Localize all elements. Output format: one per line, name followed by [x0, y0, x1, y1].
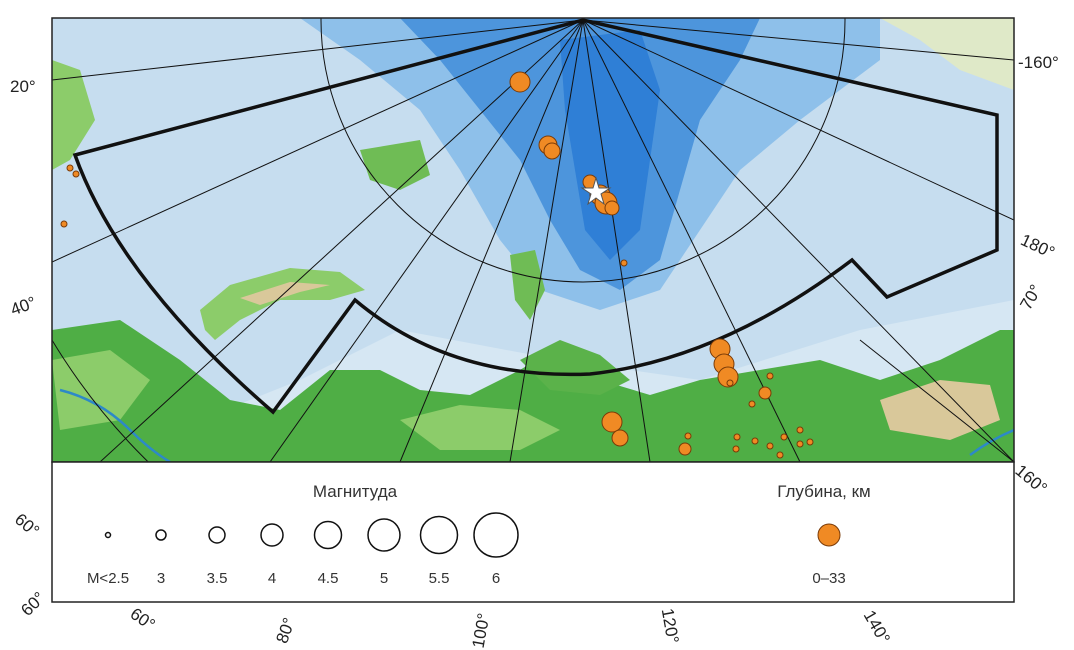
- lat-label-40: 40°: [8, 293, 39, 320]
- deepest-trough: [560, 30, 660, 260]
- epicenter-marker: [509, 71, 531, 93]
- epicenter-marker: [780, 433, 788, 441]
- white-star-icon: [580, 176, 612, 206]
- river-2: [969, 428, 1014, 457]
- lon-label-60-left: 60°: [11, 510, 43, 541]
- epicenter-marker: [766, 442, 774, 450]
- mainland-siberia: [52, 320, 1014, 462]
- lon-label-60-bottom: 60°: [127, 604, 159, 634]
- epicenter-marker: [620, 259, 628, 267]
- epicenter-marker: [543, 142, 561, 160]
- epicenter-marker: [604, 200, 620, 216]
- magnitude-symbol-5: [367, 518, 401, 552]
- lon-label-60-corner: 60°: [17, 588, 49, 620]
- epicenter-marker: [678, 442, 692, 456]
- epicenter-marker: [60, 220, 68, 228]
- epicenter-marker: [726, 379, 734, 387]
- epicenter-layer: [60, 71, 814, 459]
- epicenter-marker: [766, 372, 774, 380]
- epicenter-marker: [732, 445, 740, 453]
- epicenter-marker: [776, 451, 784, 459]
- lat-label-20: 20°: [10, 77, 36, 96]
- epicenter-marker: [806, 438, 814, 446]
- mainland-highland-1: [400, 405, 560, 450]
- epicenter-marker: [72, 170, 80, 178]
- epicenter-marker: [748, 400, 756, 408]
- epicenter-marker: [684, 432, 692, 440]
- study-region-boundary: [72, 18, 999, 415]
- magnitude-symbol-3-5: [208, 526, 226, 544]
- magnitude-label: 5: [380, 570, 388, 587]
- depth-symbol-0-33: [817, 523, 841, 547]
- land-top-left: [52, 60, 95, 170]
- epicenter-marker: [601, 411, 623, 433]
- magnitude-scale: [104, 512, 519, 558]
- magnitude-symbol-4-5: [313, 520, 343, 550]
- magnitude-symbol-5-5: [419, 515, 459, 555]
- epicenter-marker: [758, 386, 772, 400]
- epicenter-marker: [611, 429, 629, 447]
- magnitude-symbol-3: [155, 529, 167, 541]
- legend-panel: Магнитуда Глубина, км M<2.5 3 3.5 4 4.5 …: [51, 461, 1015, 603]
- lon-label-140: 140°: [860, 607, 894, 647]
- magnitude-label: 3.5: [207, 570, 228, 587]
- lon-label-minus-160: -160°: [1018, 53, 1059, 72]
- river-1: [59, 388, 171, 462]
- lon-label-100: 100°: [469, 612, 494, 650]
- magnitude-symbol-6: [473, 512, 519, 558]
- depth-legend-title: Глубина, км: [777, 482, 871, 501]
- island-archipelago-1: [360, 140, 430, 190]
- epicenter-marker: [66, 164, 74, 172]
- magnitude-labels: M<2.5 3 3.5 4 4.5 5 5.5 6: [87, 570, 500, 587]
- magnitude-label: M<2.5: [87, 570, 129, 587]
- lon-label-120: 120°: [658, 607, 683, 645]
- magnitude-label: 5.5: [429, 570, 450, 587]
- magnitude-label: 3: [157, 570, 165, 587]
- magnitude-label: 6: [492, 570, 500, 587]
- magnitude-symbol-4: [260, 523, 284, 547]
- magnitude-label: 4.5: [318, 570, 339, 587]
- magnitude-legend-title: Магнитуда: [313, 482, 398, 501]
- mainland-highland-2: [880, 380, 1000, 440]
- novaya-zemlya-highland: [240, 282, 330, 305]
- epicenter-marker: [796, 426, 804, 434]
- magnitude-label: 4: [268, 570, 276, 587]
- lon-label-80: 80°: [272, 615, 299, 646]
- lat-label-70: 70°: [1016, 281, 1045, 313]
- taymyr-peninsula: [520, 340, 630, 395]
- lon-label-180: 180°: [1018, 230, 1058, 262]
- epicenter-marker: [733, 433, 741, 441]
- epicenter-marker: [751, 437, 759, 445]
- lon-label-160-right: 160°: [1012, 461, 1051, 498]
- depth-label: 0–33: [812, 570, 845, 587]
- mainland-highland-3: [52, 350, 150, 430]
- epicenter-marker: [796, 440, 804, 448]
- magnitude-symbol-m-lt-2-5: [104, 531, 112, 539]
